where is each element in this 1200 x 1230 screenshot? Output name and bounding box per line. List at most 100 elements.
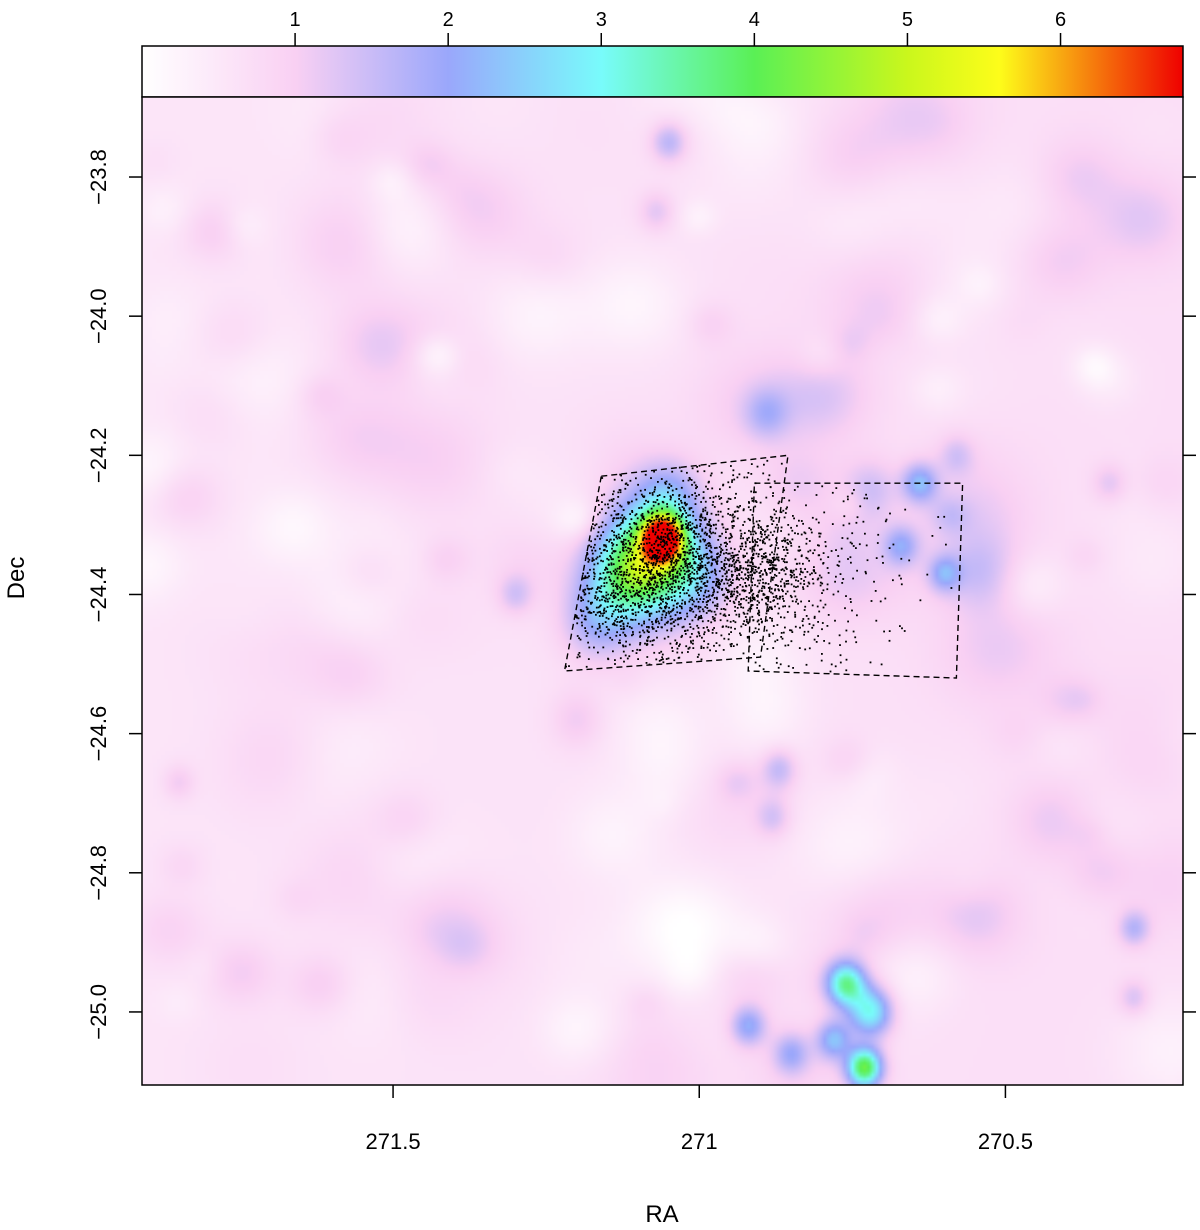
star-point (723, 565, 726, 567)
star-point (649, 549, 651, 552)
star-point (741, 545, 744, 548)
star-point (726, 603, 728, 606)
star-point (824, 541, 827, 543)
star-point (688, 600, 691, 603)
star-point (790, 569, 793, 572)
star-point (631, 510, 633, 512)
star-point (750, 490, 753, 493)
star-point (690, 507, 693, 509)
star-point (774, 558, 777, 561)
star-point (632, 602, 634, 604)
star-point (730, 590, 733, 593)
star-point (742, 567, 745, 570)
star-point (728, 584, 730, 587)
star-point (611, 605, 614, 607)
star-point (736, 577, 739, 580)
star-point (754, 539, 756, 542)
star-point (950, 587, 953, 589)
star-point (645, 611, 648, 614)
star-point (646, 626, 648, 628)
star-point (713, 588, 715, 591)
star-point (622, 631, 625, 634)
star-point (613, 624, 616, 626)
star-point (779, 596, 782, 598)
star-point (620, 522, 623, 524)
star-point (667, 524, 670, 527)
star-point (648, 542, 651, 544)
star-point (766, 619, 768, 622)
star-point (795, 576, 798, 578)
star-point (678, 567, 681, 570)
star-point (619, 537, 621, 540)
star-point (627, 608, 629, 611)
star-point (688, 623, 691, 625)
star-point (679, 595, 681, 598)
star-point (672, 525, 675, 528)
star-point (674, 543, 677, 546)
star-point (658, 520, 660, 523)
star-point (673, 561, 675, 564)
star-point (692, 510, 695, 513)
star-point (671, 470, 674, 473)
star-point (657, 551, 659, 554)
star-point (706, 562, 709, 564)
star-point (668, 537, 670, 540)
star-point (639, 643, 641, 646)
star-point (637, 602, 640, 605)
star-point (747, 517, 750, 520)
star-point (696, 656, 699, 658)
star-point (695, 555, 697, 558)
star-point (670, 496, 672, 499)
star-point (698, 632, 700, 635)
star-point (752, 565, 754, 568)
star-point (669, 583, 672, 586)
star-point (605, 594, 608, 597)
star-point (660, 583, 663, 585)
star-point (673, 659, 676, 662)
star-point (689, 528, 692, 530)
star-point (776, 639, 779, 641)
star-point (647, 626, 650, 628)
star-point (889, 512, 891, 515)
star-point (655, 621, 657, 624)
star-point (700, 577, 703, 580)
star-point (623, 530, 626, 533)
star-point (696, 582, 699, 585)
star-point (694, 586, 697, 589)
star-point (813, 549, 816, 552)
star-point (731, 557, 734, 559)
star-point (882, 562, 884, 564)
star-point (746, 620, 748, 623)
star-point (851, 542, 853, 545)
star-point (716, 605, 719, 607)
x-tick-label: 271.5 (366, 1129, 421, 1154)
star-point (736, 567, 739, 570)
star-point (689, 607, 692, 609)
star-point (715, 527, 717, 530)
star-point (648, 583, 651, 586)
star-point (642, 495, 644, 498)
star-point (669, 550, 672, 552)
star-point (779, 580, 782, 583)
star-point (803, 579, 805, 582)
star-point (880, 663, 883, 666)
star-point (770, 606, 773, 609)
star-point (782, 605, 784, 608)
star-point (729, 643, 732, 646)
star-point (706, 580, 709, 582)
star-point (680, 636, 683, 638)
star-point (770, 518, 773, 521)
star-point (775, 596, 777, 599)
star-point (709, 598, 711, 601)
star-point (621, 595, 624, 598)
star-point (628, 523, 631, 525)
star-point (748, 619, 751, 621)
star-point (625, 615, 627, 618)
star-point (604, 633, 607, 636)
star-point (702, 601, 704, 603)
star-point (668, 539, 671, 542)
star-point (695, 495, 698, 497)
star-point (709, 536, 711, 539)
star-point (695, 598, 698, 601)
star-point (808, 582, 811, 585)
